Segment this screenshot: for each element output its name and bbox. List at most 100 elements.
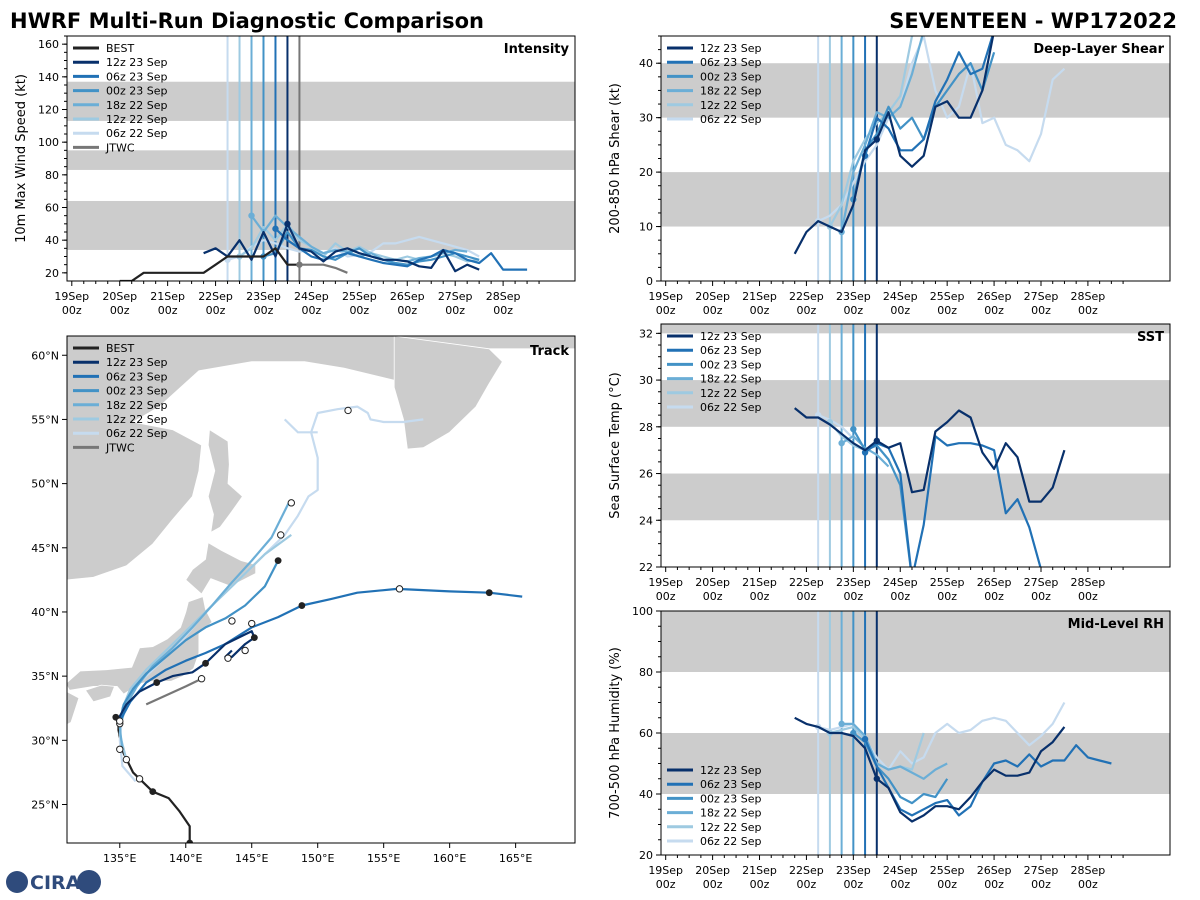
sst-x-tick-label: 19Sep	[648, 576, 683, 589]
intensity-x-tick-label: 23Sep	[246, 290, 281, 303]
shear-y-tick-label: 30	[639, 112, 653, 125]
rh-x-tick-sublabel: 00z	[984, 878, 1004, 891]
legend-label-12z-23-sep: 12z 23 Sep	[700, 330, 762, 343]
track-line-12z-23-sep	[116, 630, 256, 722]
rh-x-tick-sublabel: 00z	[1078, 878, 1098, 891]
shear-x-tick-sublabel: 00z	[984, 304, 1004, 317]
intensity-x-tick-label: 27Sep	[438, 290, 473, 303]
sst-series-line-12z-23-sep	[794, 407, 1066, 503]
intensity-y-tick-label: 20	[45, 267, 59, 280]
intensity-threshold-band	[67, 200, 575, 250]
track-y-tick-label: 40°N	[31, 606, 59, 619]
figure-title-right: SEVENTEEN - WP172022	[889, 9, 1177, 33]
rh-y-tick-label: 80	[639, 666, 653, 679]
rh-y-tick-label: 100	[632, 605, 653, 618]
rh-x-tick-sublabel: 00z	[843, 878, 863, 891]
rh-x-tick-label: 19Sep	[648, 864, 683, 877]
shear-x-tick-sublabel: 00z	[703, 304, 723, 317]
intensity-y-tick-label: 40	[45, 234, 59, 247]
legend-label-jtwc: JTWC	[105, 141, 135, 154]
track-y-tick-label: 60°N	[31, 349, 59, 362]
legend-label-12z-23-sep: 12z 23 Sep	[106, 356, 168, 369]
track-x-tick-label: 155°E	[367, 852, 400, 865]
sst-x-tick-sublabel: 00z	[937, 590, 957, 603]
track-point-open-06z-23-sep	[116, 717, 124, 725]
rh-x-tick-label: 21Sep	[742, 864, 777, 877]
kyushu-land	[67, 691, 80, 725]
sst-x-tick-label: 22Sep	[789, 576, 824, 589]
shear-x-tick-sublabel: 00z	[1031, 304, 1051, 317]
sst-data-point-18z-22-sep	[838, 439, 845, 447]
sst-panel-title: SST	[1137, 330, 1164, 345]
shear-x-tick-label: 27Sep	[1024, 290, 1059, 303]
intensity-data-point-06z-23-sep	[272, 225, 279, 232]
intensity-y-tick-label: 140	[38, 71, 59, 84]
shear-x-tick-sublabel: 00z	[797, 304, 817, 317]
sakhalin-land	[207, 429, 244, 534]
intensity-x-tick-sublabel: 00z	[62, 304, 82, 317]
rh-series-group	[794, 701, 1112, 823]
sst-x-tick-label: 25Sep	[930, 576, 965, 589]
track-line-jtwc	[145, 677, 203, 706]
intensity-x-tick-label: 20Sep	[102, 290, 137, 303]
legend-label-00z-23-sep: 00z 23 Sep	[700, 358, 762, 371]
rh-y-tick-label: 60	[639, 727, 653, 740]
shear-threshold-band	[661, 172, 1170, 227]
intensity-x-tick-label: 22Sep	[198, 290, 233, 303]
shear-y-tick-label: 40	[639, 57, 653, 70]
sst-y-axis-label: Sea Surface Temp (°C)	[608, 372, 623, 519]
rh-x-tick-sublabel: 00z	[656, 878, 676, 891]
legend-label-06z-23-sep: 06z 23 Sep	[106, 370, 168, 383]
sst-x-tick-sublabel: 00z	[1078, 590, 1098, 603]
intensity-x-tick-sublabel: 00z	[158, 304, 178, 317]
sst-x-tick-label: 24Sep	[883, 576, 918, 589]
logo-globe-icon	[6, 871, 28, 893]
intensity-x-tick-label: 21Sep	[150, 290, 185, 303]
track-x-tick-label: 140°E	[169, 852, 202, 865]
sst-series-line-06z-23-sep	[864, 435, 1042, 567]
track-point-open-12z-23-sep	[224, 654, 232, 662]
sst-y-tick-label: 32	[639, 327, 653, 340]
shear-data-point-12z-23-sep	[873, 136, 880, 143]
track-point-open-00z-23-sep	[228, 617, 236, 625]
track-point-filled-best	[149, 788, 157, 796]
intensity-y-axis-label: 10m Max Wind Speed (kt)	[14, 74, 29, 243]
intensity-x-tick-sublabel: 00z	[445, 304, 465, 317]
sst-x-tick-sublabel: 00z	[984, 590, 1004, 603]
sst-axes-frame	[660, 323, 1171, 568]
legend-label-06z-22-sep: 06z 22 Sep	[700, 401, 762, 414]
track-point-open-06z-23-sep	[248, 619, 256, 628]
intensity-x-tick-sublabel: 00z	[349, 304, 369, 317]
shear-y-tick-label: 0	[646, 275, 653, 288]
track-point-open-06z-23-sep	[395, 585, 404, 593]
intensity-threshold-band	[67, 150, 575, 170]
shear-y-tick-label: 20	[639, 166, 653, 179]
track-x-tick-label: 150°E	[301, 852, 334, 865]
legend-label-00z-23-sep: 00z 23 Sep	[106, 385, 168, 398]
legend-label-06z-22-sep: 06z 22 Sep	[700, 113, 762, 126]
rh-x-tick-sublabel: 00z	[1031, 878, 1051, 891]
rh-x-tick-label: 20Sep	[695, 864, 730, 877]
rh-series-line-18z-22-sep	[841, 722, 948, 780]
figure-title-left: HWRF Multi-Run Diagnostic Comparison	[10, 9, 484, 33]
sst-y-tick-label: 26	[639, 468, 653, 481]
rh-y-tick-label: 40	[639, 788, 653, 801]
sst-x-tick-label: 28Sep	[1071, 576, 1106, 589]
legend-label-06z-23-sep: 06z 23 Sep	[700, 778, 762, 791]
shear-x-tick-label: 28Sep	[1071, 290, 1106, 303]
shear-series-line-18z-22-sep	[840, 36, 924, 233]
shear-x-tick-sublabel: 00z	[937, 304, 957, 317]
intensity-x-tick-sublabel: 00z	[254, 304, 274, 317]
rh-x-tick-label: 25Sep	[930, 864, 965, 877]
legend-label-12z-23-sep: 12z 23 Sep	[106, 56, 168, 69]
rh-x-tick-label: 26Sep	[977, 864, 1012, 877]
track-y-tick-label: 35°N	[31, 670, 59, 683]
honshu-land	[67, 596, 213, 695]
track-y-tick-label: 25°N	[31, 798, 59, 811]
legend-label-best: BEST	[106, 42, 134, 55]
track-line-best	[114, 716, 191, 843]
shear-panel-title: Deep-Layer Shear	[1033, 42, 1164, 57]
shear-x-tick-sublabel: 00z	[1078, 304, 1098, 317]
legend-label-12z-22-sep: 12z 22 Sep	[700, 99, 762, 112]
track-axes-frame	[66, 335, 576, 844]
